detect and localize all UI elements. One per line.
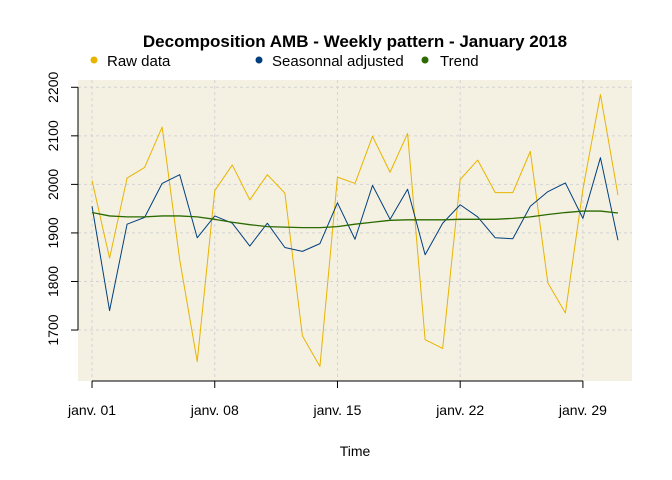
- legend-marker-trend: [421, 56, 429, 64]
- legend: Raw data Seasonnal adjusted Trend: [90, 53, 479, 70]
- series-line-trend: [91, 210, 619, 229]
- legend-marker-seasonal: [255, 56, 263, 64]
- series-line-raw-data: [91, 94, 619, 367]
- grid: [78, 80, 632, 381]
- y-tick-label-1: 1800: [45, 266, 61, 297]
- legend-label-seasonal: Seasonnal adjusted: [272, 53, 404, 70]
- x-tick-label-2: janv. 15: [312, 402, 361, 418]
- y-ticks: 1700 1800 1900 2000 2100 2200: [45, 72, 78, 346]
- y-tick-label-3: 2000: [45, 169, 61, 200]
- legend-marker-raw: [90, 56, 98, 64]
- x-tick-label-4: janv. 29: [558, 402, 607, 418]
- x-axis-title: Time: [340, 443, 371, 459]
- chart-title: Decomposition AMB - Weekly pattern - Jan…: [143, 32, 567, 51]
- x-tick-label-3: janv. 22: [435, 402, 484, 418]
- x-tick-label-1: janv. 08: [190, 402, 239, 418]
- y-tick-label-4: 2100: [45, 120, 61, 151]
- y-tick-label-5: 2200: [45, 72, 61, 103]
- series-layer: [91, 94, 619, 367]
- y-tick-label-2: 1900: [45, 217, 61, 248]
- y-tick-label-0: 1700: [45, 314, 61, 345]
- plot-background: [78, 80, 632, 381]
- x-tick-label-0: janv. 01: [67, 402, 116, 418]
- series-line-seasonnal-adjusted: [91, 157, 619, 312]
- legend-label-raw: Raw data: [107, 53, 171, 70]
- x-ticks: janv. 01 janv. 08 janv. 15 janv. 22 janv. 29: [67, 381, 607, 418]
- legend-label-trend: Trend: [440, 53, 479, 70]
